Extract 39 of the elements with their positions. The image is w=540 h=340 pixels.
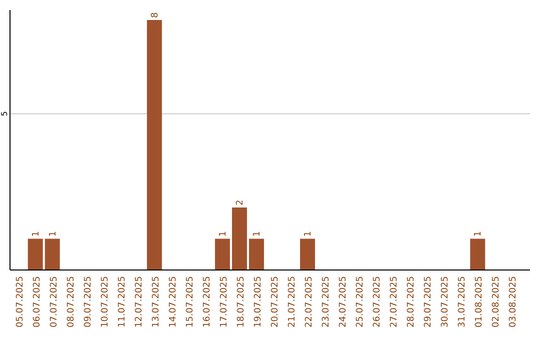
x-tick-label: 02.08.2025 [492,276,502,328]
data-label: 1 [218,231,228,237]
x-tick-label: 12.07.2025 [134,276,144,328]
x-tick-label: 23.07.2025 [322,276,332,328]
x-tick-label: 17.07.2025 [219,276,230,328]
x-tick-label: 06.07.2025 [32,276,42,328]
x-tick-label: 22.07.2025 [304,276,315,328]
x-tick-label: 24.07.2025 [338,276,349,328]
x-tick-label: 11.07.2025 [117,276,128,328]
x-tick-label: 19.07.2025 [253,276,264,328]
y-tick-label: 5 [0,111,9,116]
x-tick-label: 30.07.2025 [440,276,451,328]
x-tick-label: 15.07.2025 [185,276,196,328]
x-tick-label: 01.08.2025 [474,276,485,328]
x-tick-label: 13.07.2025 [151,276,162,328]
data-label: 1 [31,231,42,237]
x-tick-label: 10.07.2025 [100,276,110,328]
x-tick-label: 28.07.2025 [406,276,417,328]
data-label: 8 [150,12,160,18]
x-tick-label: 26.07.2025 [372,276,383,328]
x-tick-label: 09.07.2025 [83,276,94,328]
x-tick-label: 25.07.2025 [356,276,366,328]
data-label: 1 [304,231,314,237]
x-tick-label: 21.07.2025 [288,276,298,328]
x-tick-label: 05.07.2025 [15,276,26,328]
x-tick-label: 07.07.2025 [49,276,60,328]
x-tick-label: 27.07.2025 [390,276,400,328]
x-tick-label: 08.07.2025 [66,276,76,328]
x-tick-label: 14.07.2025 [168,276,178,328]
data-label: 1 [252,231,262,237]
data-label: 2 [235,200,246,206]
x-tick-label: 03.08.2025 [508,276,519,328]
x-tick-label: 29.07.2025 [424,276,434,328]
x-tick-label: 20.07.2025 [270,276,281,328]
x-tick-label: 18.07.2025 [236,276,246,328]
data-label: 1 [474,231,484,237]
x-tick-label: 31.07.2025 [458,276,468,328]
data-label: 1 [48,231,58,237]
x-tick-label: 16.07.2025 [202,276,212,328]
